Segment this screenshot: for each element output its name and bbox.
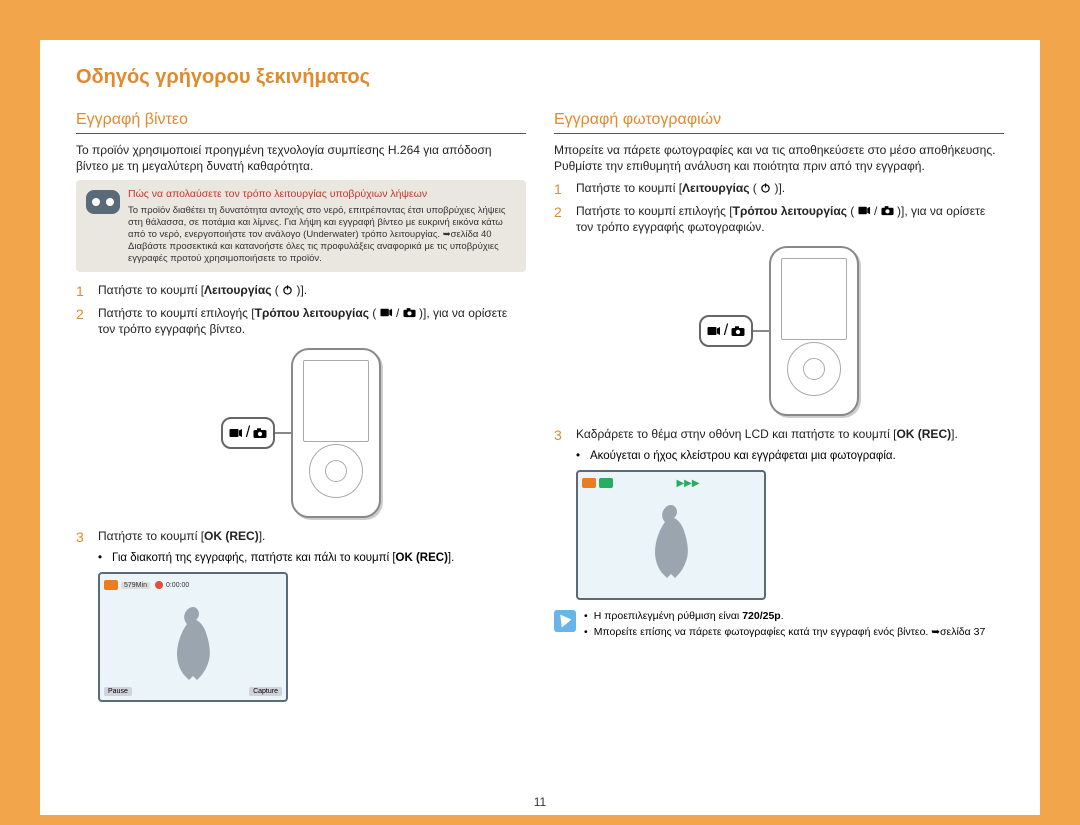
two-columns: Εγγραφή βίντεο Το προϊόν χρησιμοποιεί πρ… — [76, 111, 1004, 706]
lcd-preview-video: 579Min 0:00:00 Pause Capture — [98, 572, 288, 702]
video-icon — [707, 324, 721, 338]
manual-page: Οδηγός γρήγορου ξεκινήματος Εγγραφή βίντ… — [40, 40, 1040, 815]
photo-bullet: • Ακούγεται ο ήχος κλείστρου και εγγράφε… — [576, 449, 1004, 465]
step-number: 3 — [76, 528, 90, 547]
step-body: Πατήστε το κουμπί [Λειτουργίας ( )]. — [98, 282, 526, 301]
storage-icon — [104, 580, 118, 590]
camera-icon — [881, 205, 894, 216]
device-outline — [291, 348, 381, 518]
photo-step-2: 2 Πατήστε το κουμπί επιλογής [Τρόπου λει… — [554, 203, 1004, 235]
play-indicator: ▶▶▶ — [676, 478, 699, 489]
tip-content: Πώς να απολαύσετε τον τρόπο λειτουργίας … — [128, 188, 516, 264]
note-item: • Η προεπιλεγμένη ρύθμιση είναι 720/25p. — [584, 610, 1004, 624]
photo-section-title: Εγγραφή φωτογραφιών — [554, 111, 1004, 134]
power-icon — [760, 182, 771, 193]
step-body: Πατήστε το κουμπί επιλογής [Τρόπου λειτο… — [98, 305, 526, 337]
step-number: 2 — [76, 305, 90, 337]
camera-icon — [731, 324, 745, 338]
dpad-icon — [309, 444, 363, 498]
note-item: • Μπορείτε επίσης να πάρετε φωτογραφίες … — [584, 626, 1004, 640]
video-intro: Το προϊόν χρησιμοποιεί προηγμένη τεχνολο… — [76, 142, 526, 174]
device-illustration: / — [554, 246, 1004, 416]
lcd-top-bar: 579Min 0:00:00 — [104, 578, 282, 592]
camera-icon — [403, 307, 416, 318]
underwater-tip: Πώς να απολαύσετε τον τρόπο λειτουργίας … — [76, 180, 526, 272]
tip-text: Το προϊόν διαθέτει τη δυνατότητα αντοχής… — [128, 205, 516, 264]
lcd-preview-photo: ▶▶▶ — [576, 470, 766, 600]
left-column: Εγγραφή βίντεο Το προϊόν χρησιμοποιεί πρ… — [76, 111, 526, 706]
step-number: 3 — [554, 426, 568, 445]
power-icon — [282, 284, 293, 295]
video-icon — [858, 205, 871, 216]
photo-step-1: 1 Πατήστε το κουμπί [Λειτουργίας ( )]. — [554, 180, 1004, 199]
step-body: Πατήστε το κουμπί επιλογής [Τρόπου λειτο… — [576, 203, 1004, 235]
video-icon — [380, 307, 393, 318]
step-body: Πατήστε το κουμπί [Λειτουργίας ( )]. — [576, 180, 1004, 199]
right-column: Εγγραφή φωτογραφιών Μπορείτε να πάρετε φ… — [554, 111, 1004, 706]
note-list: • Η προεπιλεγμένη ρύθμιση είναι 720/25p.… — [584, 610, 1004, 641]
goggles-icon — [86, 190, 120, 214]
capture-button: Capture — [249, 687, 282, 696]
step-body: Καδράρετε το θέμα στην οθόνη LCD και πατ… — [576, 426, 1004, 445]
step-number: 1 — [76, 282, 90, 301]
video-icon — [229, 426, 243, 440]
video-step-1: 1 Πατήστε το κουμπί [Λειτουργίας ( )]. — [76, 282, 526, 301]
person-silhouette — [641, 500, 701, 580]
video-bullet: • Για διακοπή της εγγραφής, πατήστε και … — [98, 551, 526, 567]
rec-time: 0:00:00 — [166, 582, 189, 589]
video-section-title: Εγγραφή βίντεο — [76, 111, 526, 134]
min-badge: 579Min — [121, 582, 150, 589]
pause-button: Pause — [104, 687, 132, 696]
step-body: Πατήστε το κουμπί [OK (REC)]. — [98, 528, 526, 547]
lcd-bottom-bar: Pause Capture — [104, 687, 282, 696]
rec-icon — [155, 581, 163, 589]
person-silhouette — [163, 602, 223, 682]
storage-icon — [582, 478, 596, 488]
main-title: Οδηγός γρήγορου ξεκινήματος — [76, 66, 1004, 89]
video-step-2: 2 Πατήστε το κουμπί επιλογής [Τρόπου λει… — [76, 305, 526, 337]
page-number: 11 — [534, 795, 546, 809]
note-icon — [554, 610, 576, 632]
note-box: • Η προεπιλεγμένη ρύθμιση είναι 720/25p.… — [554, 610, 1004, 641]
lcd-top-bar: ▶▶▶ — [582, 476, 760, 490]
tip-title: Πώς να απολαύσετε τον τρόπο λειτουργίας … — [128, 188, 516, 202]
mode-callout: / — [699, 315, 753, 347]
video-step-3: 3 Πατήστε το κουμπί [OK (REC)]. — [76, 528, 526, 547]
camera-icon — [253, 426, 267, 440]
photo-intro: Μπορείτε να πάρετε φωτογραφίες και να τι… — [554, 142, 1004, 174]
photo-step-3: 3 Καδράρετε το θέμα στην οθόνη LCD και π… — [554, 426, 1004, 445]
step-number: 2 — [554, 203, 568, 235]
step-number: 1 — [554, 180, 568, 199]
indicator-icon — [599, 478, 613, 488]
device-illustration: / — [76, 348, 526, 518]
dpad-icon — [787, 342, 841, 396]
device-outline — [769, 246, 859, 416]
mode-callout: / — [221, 417, 275, 449]
